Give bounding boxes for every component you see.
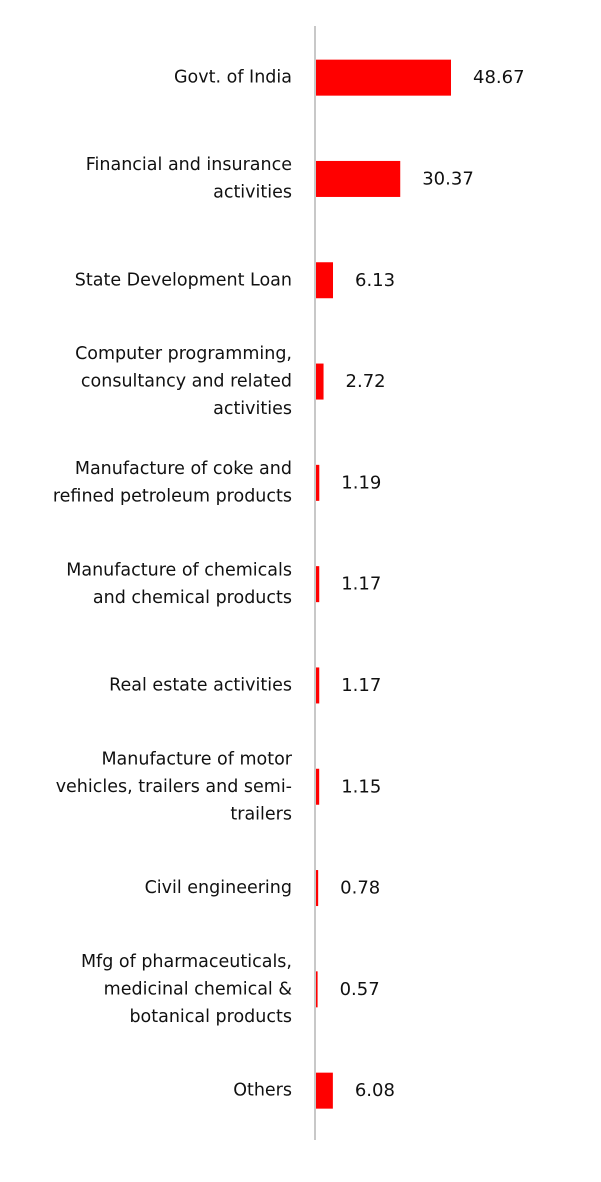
category-label-line: medicinal chemical & bbox=[104, 979, 293, 999]
category-label-line: refined petroleum products bbox=[53, 487, 292, 507]
category-label-line: Civil engineering bbox=[145, 878, 292, 898]
category-label-line: State Development Loan bbox=[75, 270, 292, 290]
bar bbox=[316, 870, 319, 907]
category-label: Others bbox=[233, 1081, 292, 1101]
category-label: Manufacture of coke and refined petroleum… bbox=[53, 459, 292, 507]
category-label-line: Financial and insurance bbox=[86, 155, 292, 175]
category-label-line: and chemical products bbox=[93, 588, 292, 608]
category-label-line: Others bbox=[233, 1081, 292, 1101]
bar-value-label: 0.57 bbox=[340, 979, 380, 1000]
bar-value-label: 0.78 bbox=[340, 878, 380, 899]
category-label: Govt. of India bbox=[174, 68, 292, 88]
category-label: Civil engineering bbox=[145, 878, 292, 898]
bar bbox=[316, 160, 401, 197]
bar-value-label: 2.72 bbox=[346, 371, 386, 392]
category-label-line: trailers bbox=[230, 804, 292, 824]
category-label: Real estate activities bbox=[109, 675, 292, 695]
bar-value-label: 1.17 bbox=[341, 675, 381, 696]
category-label-line: Computer programming, bbox=[75, 344, 292, 364]
category-label-line: Real estate activities bbox=[109, 675, 292, 695]
category-label: Mfg of pharmaceuticals, medicinal chemica… bbox=[81, 952, 292, 1027]
bar-value-label: 48.67 bbox=[473, 67, 525, 88]
bars-group bbox=[316, 59, 451, 1109]
category-label-line: Govt. of India bbox=[174, 68, 292, 88]
category-label-line: Manufacture of chemicals bbox=[66, 560, 292, 580]
category-label-line: Mfg of pharmaceuticals, bbox=[81, 952, 292, 972]
category-label-line: Manufacture of motor bbox=[101, 749, 292, 769]
bar-value-label: 6.08 bbox=[355, 1080, 395, 1101]
bar bbox=[316, 363, 324, 400]
category-label: Financial and insurance activities bbox=[86, 155, 292, 203]
bar-value-label: 6.13 bbox=[355, 270, 395, 291]
category-labels-group: Govt. of India Financial and insurance act… bbox=[53, 68, 293, 1101]
category-label-line: consultancy and related bbox=[81, 372, 292, 392]
category-label: Manufacture of motor vehicles, trailers a… bbox=[56, 749, 293, 824]
bar bbox=[316, 667, 320, 704]
category-label: Computer programming, consultancy and rel… bbox=[75, 344, 292, 419]
bar-value-label: 1.15 bbox=[341, 776, 381, 797]
bar bbox=[316, 1072, 333, 1109]
category-label-line: botanical products bbox=[129, 1007, 292, 1027]
bar-value-label: 1.17 bbox=[341, 574, 381, 595]
bar bbox=[316, 971, 318, 1008]
bar-value-label: 30.37 bbox=[422, 168, 474, 189]
bar bbox=[316, 768, 320, 805]
category-label-line: Manufacture of coke and bbox=[75, 459, 292, 479]
bar bbox=[316, 566, 320, 603]
category-label: State Development Loan bbox=[75, 270, 292, 290]
value-labels-group: 48.67 30.37 6.13 2.72 1.19 1.17 1.17 1.15 0.78 0.… bbox=[340, 67, 525, 1101]
category-label-line: activities bbox=[213, 399, 292, 419]
bar bbox=[316, 59, 451, 96]
bar bbox=[316, 464, 320, 501]
bar bbox=[316, 262, 334, 299]
category-label: Manufacture of chemicals and chemical pro… bbox=[66, 560, 292, 608]
category-label-line: vehicles, trailers and semi- bbox=[56, 777, 292, 797]
category-label-line: activities bbox=[213, 183, 292, 203]
bar-value-label: 1.19 bbox=[341, 472, 381, 493]
